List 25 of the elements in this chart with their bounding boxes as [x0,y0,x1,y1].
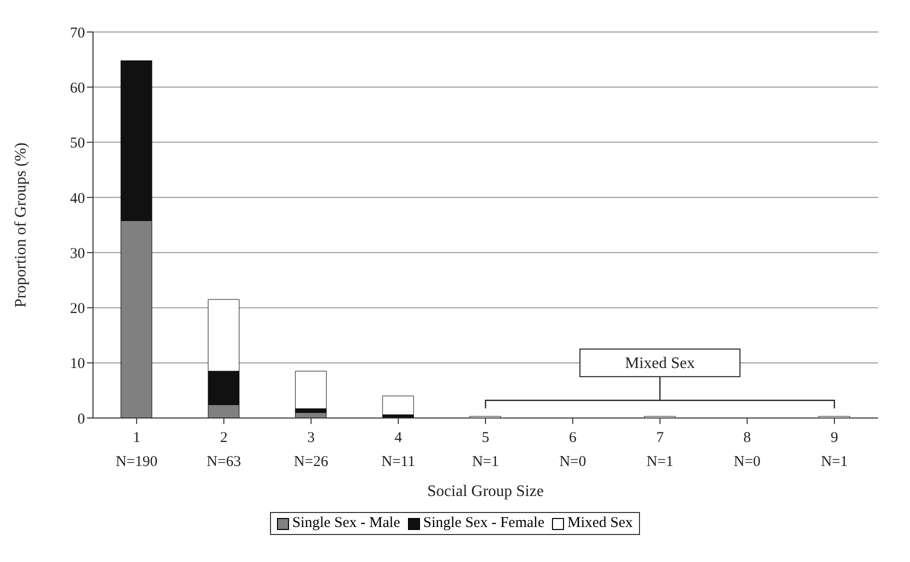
legend-label: Mixed Sex [566,515,633,532]
legend-label: Single Sex - Female [422,515,544,532]
y-tick-label: 40 [70,190,85,207]
x-tick-label: 2 N=63 [206,430,241,470]
y-tick-label: 60 [70,80,85,96]
y-tick-label: 10 [70,356,85,372]
annotation: Mixed Sex [625,354,695,372]
x-tick-label: 8 N=0 [734,430,761,470]
y-tick-label: 30 [70,246,85,262]
x-tick-label: 3 N=26 [294,430,329,470]
x-tick-label: 5 N=1 [472,430,499,470]
y-tick-label: 70 [70,25,85,42]
y-tick-label: 50 [70,136,85,152]
x-tick-label: 4 N=11 [381,430,416,470]
bar [295,370,327,409]
x-axis-title: Social Group Size [427,483,544,500]
x-tick-label: 6 N=0 [559,430,586,470]
x-tick-label: 1 N=190 [116,430,158,470]
legend-label: Single Sex - Male [291,515,400,532]
y-tick-label: 20 [70,301,85,318]
bar [382,396,414,415]
y-axis-title: Proportion of Groups (%) [12,142,30,308]
x-tick-label: 7 N=1 [646,430,674,470]
y-tick-label: 0 [78,411,85,428]
x-tick-label: 9 N=1 [820,430,848,470]
